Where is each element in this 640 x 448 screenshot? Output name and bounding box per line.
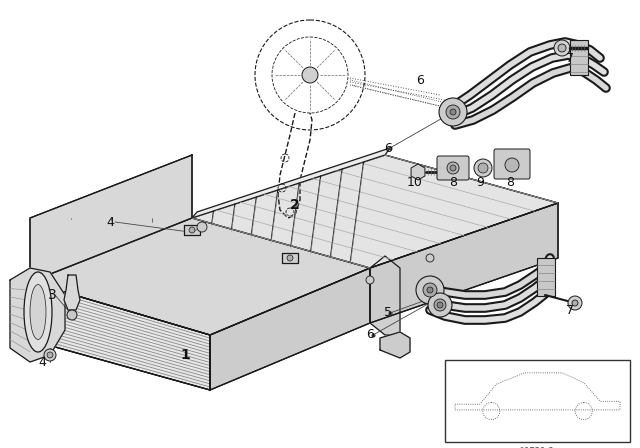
Circle shape [287, 255, 293, 261]
Circle shape [189, 227, 195, 233]
Polygon shape [30, 155, 192, 282]
Text: 5: 5 [384, 306, 392, 319]
FancyBboxPatch shape [437, 156, 469, 180]
Polygon shape [184, 225, 200, 235]
Circle shape [505, 158, 519, 172]
Polygon shape [30, 282, 210, 390]
Circle shape [558, 44, 566, 52]
Circle shape [572, 300, 578, 306]
Circle shape [302, 67, 318, 83]
Text: 4: 4 [106, 215, 114, 228]
Circle shape [428, 293, 452, 317]
Text: 7: 7 [566, 303, 574, 316]
Text: 6: 6 [416, 73, 424, 86]
Ellipse shape [30, 284, 46, 340]
Polygon shape [64, 275, 80, 310]
Circle shape [427, 287, 433, 293]
Circle shape [450, 165, 456, 171]
Circle shape [447, 162, 459, 174]
Text: 3: 3 [47, 288, 56, 302]
Circle shape [439, 98, 467, 126]
Text: JJ0739-8: JJ0739-8 [520, 447, 554, 448]
Polygon shape [192, 148, 390, 218]
Text: 8: 8 [506, 177, 514, 190]
Circle shape [478, 163, 488, 173]
Polygon shape [210, 268, 370, 390]
Circle shape [423, 283, 437, 297]
Text: 2: 2 [290, 198, 300, 212]
Circle shape [47, 352, 53, 358]
Circle shape [437, 302, 443, 308]
Circle shape [446, 105, 460, 119]
Text: 6: 6 [384, 142, 392, 155]
Circle shape [450, 109, 456, 115]
Text: 9: 9 [476, 177, 484, 190]
Polygon shape [380, 332, 410, 358]
Polygon shape [282, 253, 298, 263]
Circle shape [197, 222, 207, 232]
Polygon shape [30, 218, 370, 335]
Text: 7: 7 [566, 52, 574, 65]
Circle shape [426, 254, 434, 262]
Circle shape [67, 310, 77, 320]
Polygon shape [14, 282, 28, 340]
Polygon shape [370, 203, 558, 323]
Text: 4: 4 [38, 357, 46, 370]
Ellipse shape [24, 272, 52, 352]
Bar [570, 40, 588, 75]
Circle shape [44, 349, 56, 361]
Circle shape [568, 296, 582, 310]
Polygon shape [192, 155, 558, 268]
Bar [537, 258, 555, 296]
Text: 6: 6 [366, 328, 374, 341]
Text: 10: 10 [407, 177, 423, 190]
Text: 8: 8 [449, 177, 457, 190]
Circle shape [366, 276, 374, 284]
Polygon shape [370, 256, 400, 335]
Polygon shape [10, 268, 65, 362]
Circle shape [434, 299, 446, 311]
Bar [445, 360, 630, 442]
Circle shape [554, 40, 570, 56]
Circle shape [474, 159, 492, 177]
FancyBboxPatch shape [494, 149, 530, 179]
Circle shape [416, 276, 444, 304]
Text: 1: 1 [180, 348, 190, 362]
